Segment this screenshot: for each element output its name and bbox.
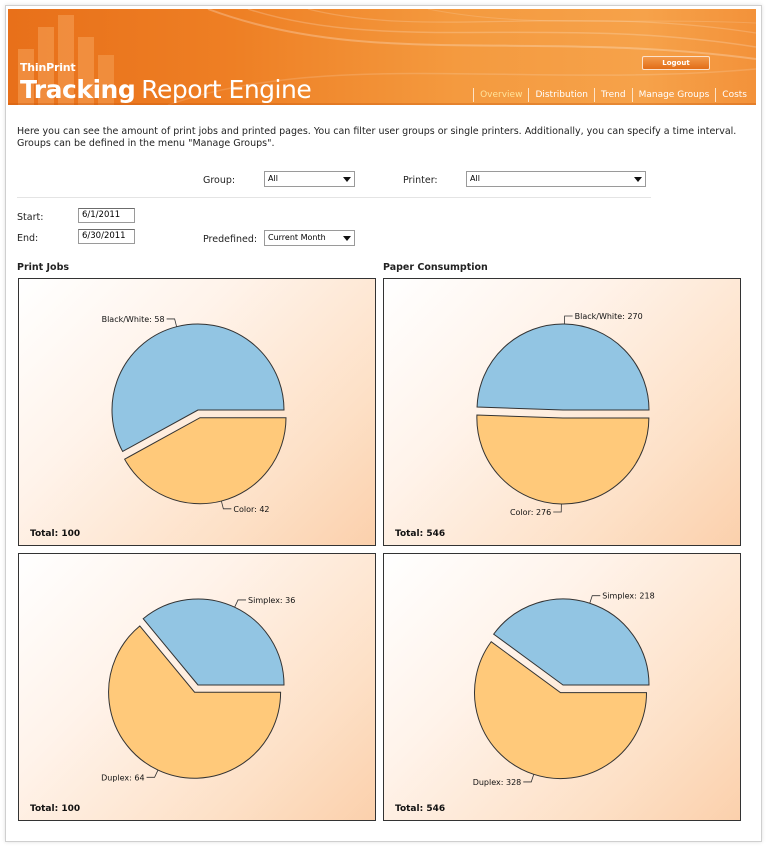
tab-trend[interactable]: Trend (593, 88, 632, 102)
printer-select[interactable]: All (466, 171, 646, 187)
intro-text: Here you can see the amount of print job… (17, 126, 737, 149)
pie-svg: Simplex: 218 Duplex: 328 (473, 592, 655, 787)
pie-slice-simplex (142, 598, 285, 686)
slice-label: Black/White: 58 (102, 315, 165, 324)
chart-total: Total: 100 (30, 529, 81, 539)
leader-line (523, 774, 535, 783)
app-header: ThinPrint Tracking Report Engine Logout O… (8, 9, 756, 105)
slice-label: Simplex: 218 (602, 592, 654, 601)
end-date-input[interactable]: 6/30/2011 (78, 229, 135, 244)
start-label: Start: (17, 212, 44, 223)
print-jobs-color-chart: Black/White: 58 Color: 42 Total: 100 (18, 278, 376, 546)
paper-consumption-duplex-chart: Simplex: 218 Duplex: 328 Total: 546 (383, 553, 741, 821)
logout-button[interactable]: Logout (642, 56, 710, 70)
leader-line (146, 769, 159, 778)
end-label: End: (17, 233, 39, 244)
pie-slice-black-white (476, 323, 650, 411)
brand-rest-text: Report Engine (141, 75, 312, 104)
pie-slice-black-white (111, 323, 285, 453)
brand-small-text: ThinPrint (20, 61, 76, 74)
slice-label: Duplex: 328 (473, 778, 522, 787)
group-select-value: All (268, 174, 278, 183)
tab-distribution[interactable]: Distribution (528, 88, 594, 102)
pie-slice-duplex (474, 641, 648, 780)
slice-label: Color: 42 (233, 505, 269, 514)
leader-line (166, 318, 178, 327)
predefined-label: Predefined: (203, 234, 258, 245)
printer-label: Printer: (403, 175, 438, 186)
printer-select-value: All (470, 174, 480, 183)
chevron-down-icon (343, 177, 351, 182)
pie-svg: Black/White: 270 Color: 276 (476, 312, 650, 517)
print-jobs-duplex-chart: Simplex: 36 Duplex: 64 Total: 100 (18, 553, 376, 821)
predefined-select-value: Current Month (268, 233, 326, 242)
paper-consumption-color-chart: Black/White: 270 Color: 276 Total: 546 (383, 278, 741, 546)
tab-manage-groups[interactable]: Manage Groups (631, 88, 716, 102)
start-date-input[interactable]: 6/1/2011 (78, 208, 135, 223)
slice-label: Duplex: 64 (101, 773, 144, 782)
slice-label: Black/White: 270 (575, 312, 643, 321)
leader-line (234, 599, 247, 608)
chevron-down-icon (343, 236, 351, 241)
main-nav: Overview Distribution Trend Manage Group… (473, 88, 753, 102)
brand-title: Tracking Report Engine (20, 75, 312, 104)
pie-svg: Black/White: 58 Color: 42 (102, 315, 287, 514)
filter-divider (17, 197, 651, 198)
pie-slice-duplex (108, 625, 282, 779)
leader-line (220, 500, 232, 510)
chart-total: Total: 546 (395, 804, 446, 814)
pie-slice-simplex (492, 598, 650, 686)
print-jobs-title: Print Jobs (17, 262, 70, 273)
slice-label: Simplex: 36 (248, 596, 295, 605)
group-label: Group: (203, 175, 236, 186)
brand-bars-graphic (18, 15, 114, 105)
leader-line (564, 315, 573, 325)
paper-consumption-title: Paper Consumption (383, 262, 488, 273)
slice-label: Color: 276 (510, 508, 551, 517)
tab-costs[interactable]: Costs (715, 88, 753, 102)
leader-line (589, 595, 601, 604)
predefined-select[interactable]: Current Month (264, 230, 355, 246)
group-select[interactable]: All (264, 171, 355, 187)
header-swoosh-graphic (8, 9, 756, 105)
chart-total: Total: 100 (30, 804, 81, 814)
leader-line (553, 503, 562, 513)
pie-slice-color (476, 414, 650, 505)
tab-overview[interactable]: Overview (473, 88, 528, 102)
brand-bold-text: Tracking (20, 75, 136, 104)
chevron-down-icon (634, 177, 642, 182)
chart-total: Total: 546 (395, 529, 446, 539)
pie-svg: Simplex: 36 Duplex: 64 (101, 596, 295, 782)
